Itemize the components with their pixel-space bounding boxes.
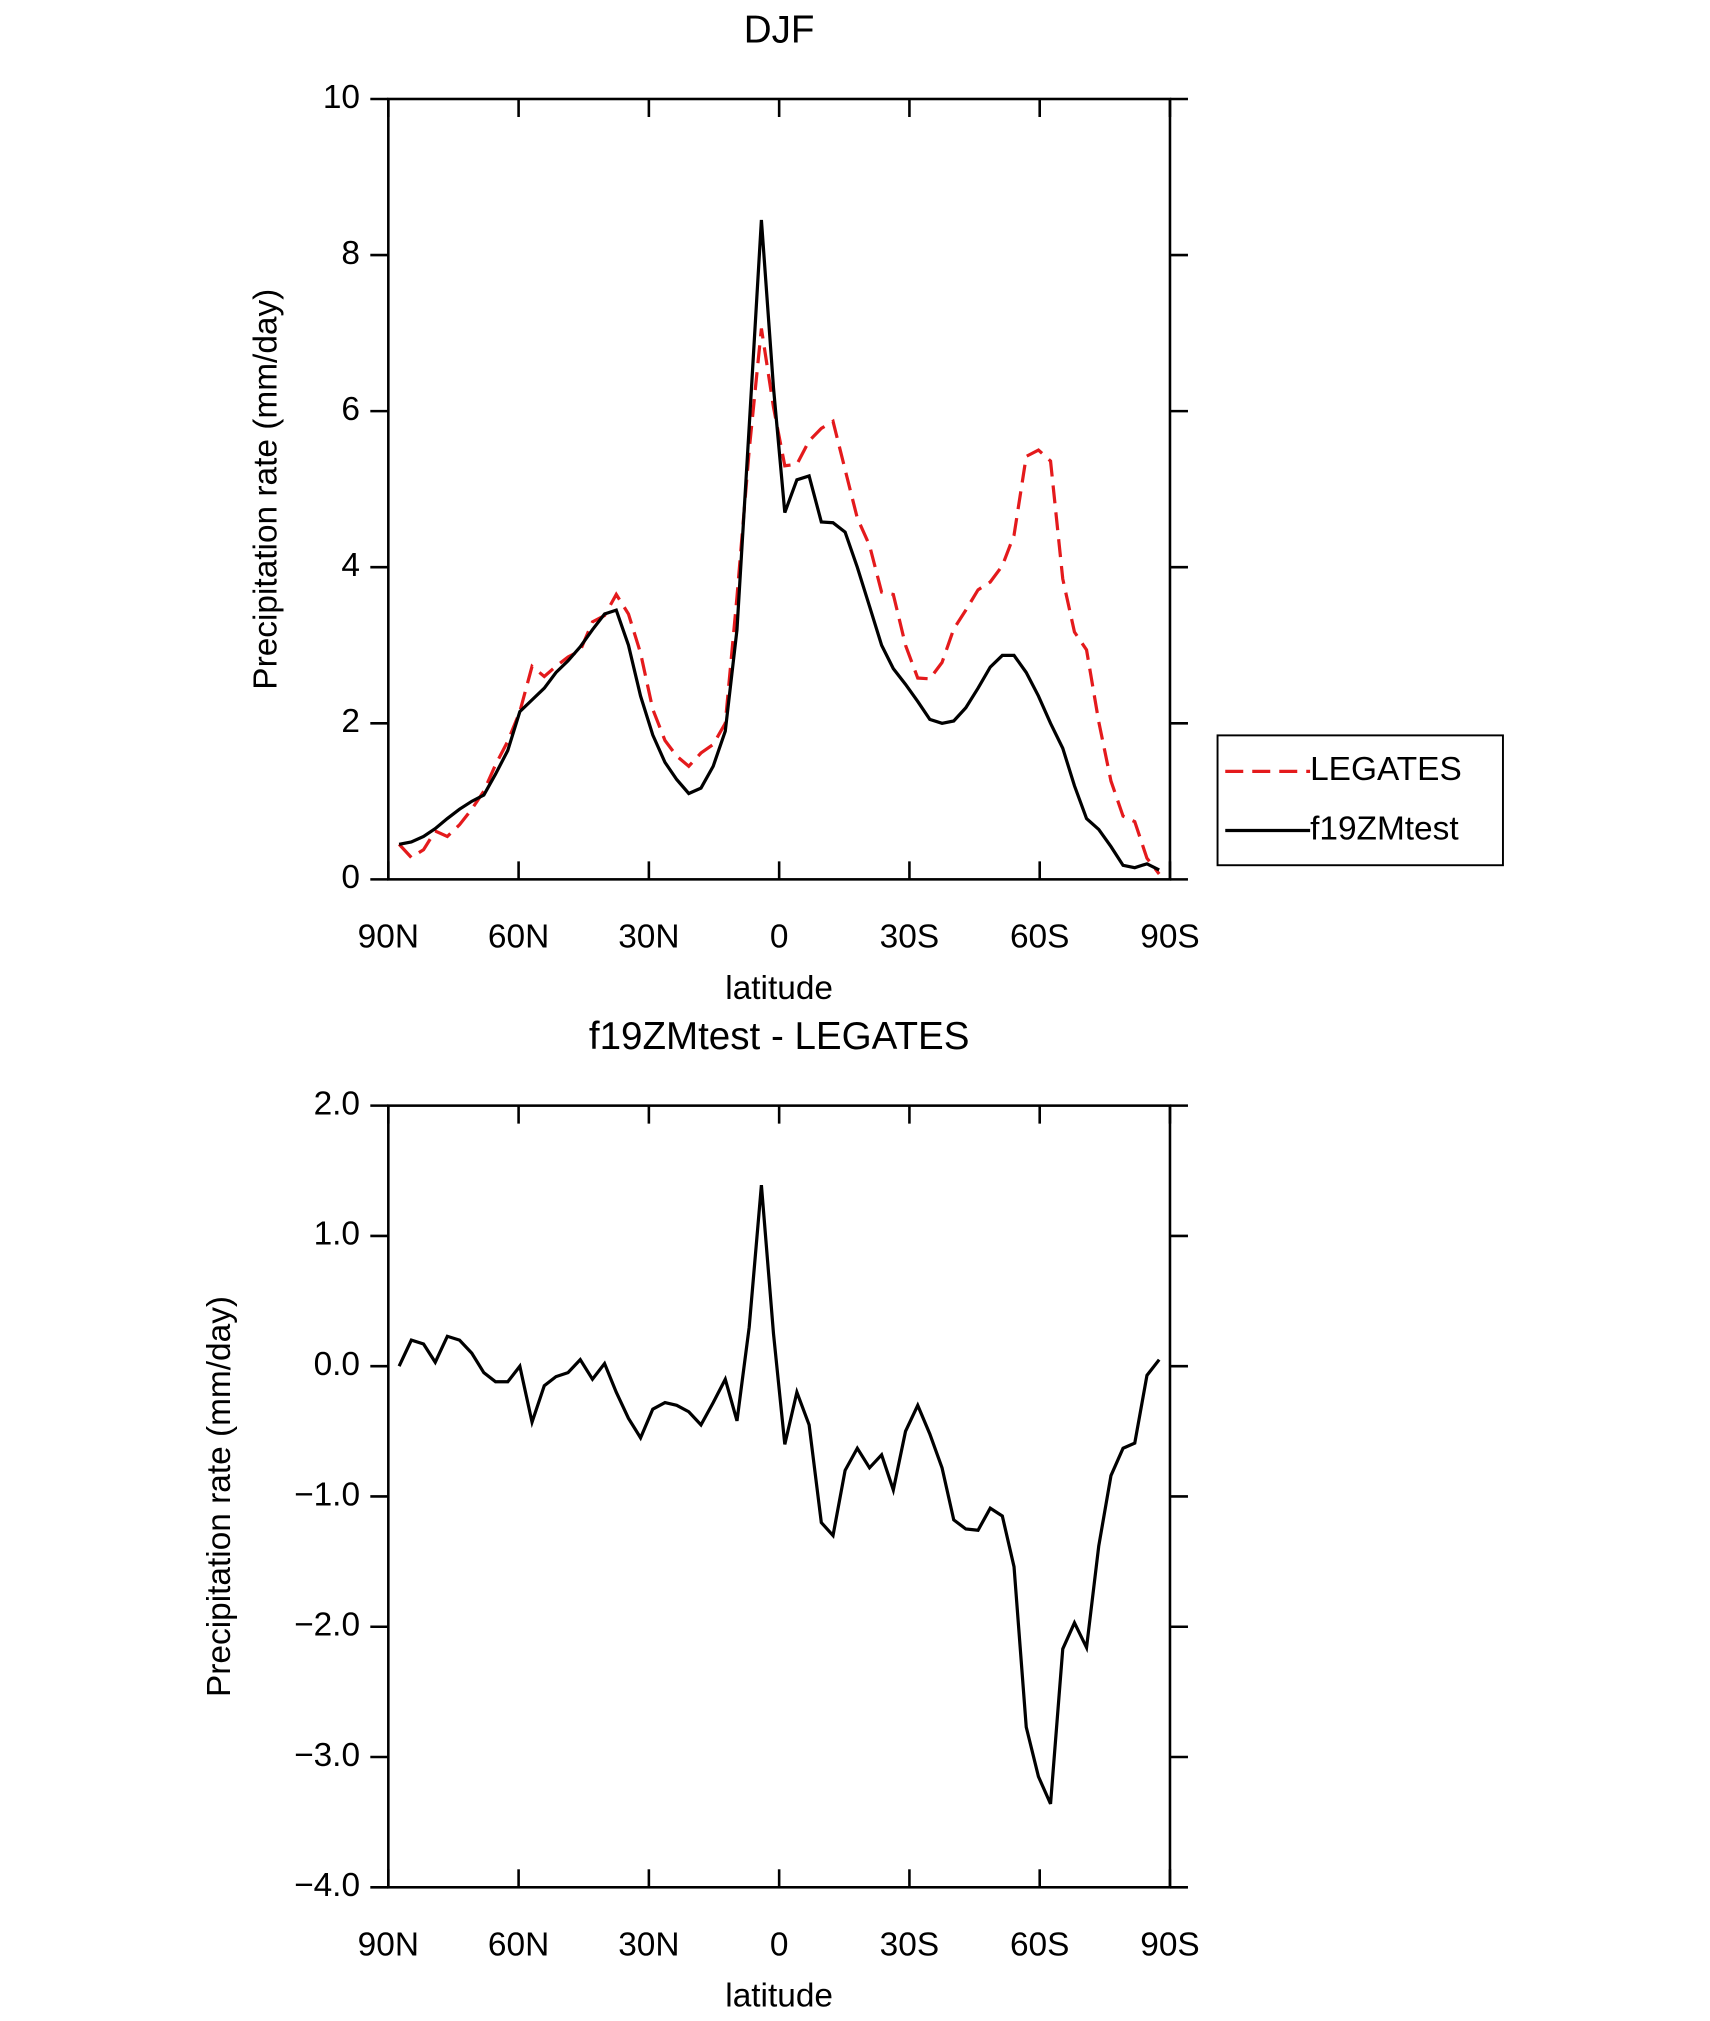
x-tick-label: 90N [358,918,419,955]
x-tick-label: 30N [618,1926,679,1963]
x-tick-label: 60N [488,918,549,955]
x-tick-label: 0 [770,1926,789,1963]
y-tick-label: 0.0 [314,1346,360,1383]
x-tick-label: 30N [618,918,679,955]
y-axis-label: Precipitation rate (mm/day) [247,289,284,690]
y-tick-label: 1.0 [314,1216,360,1253]
x-tick-label: 90S [1140,918,1199,955]
legend-label: LEGATES [1310,751,1462,788]
x-tick-label: 60N [488,1926,549,1963]
y-tick-label: 2.0 [314,1085,360,1122]
x-tick-label: 30S [880,1926,939,1963]
x-tick-label: 90S [1140,1926,1199,1963]
x-axis-label: latitude [725,970,833,1007]
chart-title: f19ZMtest - LEGATES [589,1015,970,1058]
x-tick-label: 60S [1010,918,1069,955]
legend-label: f19ZMtest [1310,810,1459,847]
y-tick-label: 8 [341,235,360,272]
y-tick-label: −3.0 [294,1737,360,1774]
data-line [398,219,1160,872]
y-tick-label: −1.0 [294,1476,360,1513]
chart-title: DJF [744,8,815,51]
y-tick-label: 4 [341,547,360,584]
y-tick-label: −4.0 [294,1867,360,1904]
y-axis-label: Precipitation rate (mm/day) [201,1296,238,1697]
y-tick-label: 0 [341,859,360,896]
y-tick-label: 10 [323,79,360,116]
y-tick-label: 6 [341,391,360,428]
x-tick-label: 30S [880,918,939,955]
legend-box [1216,734,1504,867]
y-tick-label: 2 [341,703,360,740]
x-tick-label: 90N [358,1926,419,1963]
x-tick-label: 0 [770,918,789,955]
x-axis-label: latitude [725,1978,833,2015]
data-line [397,1184,1161,1805]
data-line [397,328,1161,875]
x-tick-label: 60S [1010,1926,1069,1963]
y-tick-label: −2.0 [294,1607,360,1644]
